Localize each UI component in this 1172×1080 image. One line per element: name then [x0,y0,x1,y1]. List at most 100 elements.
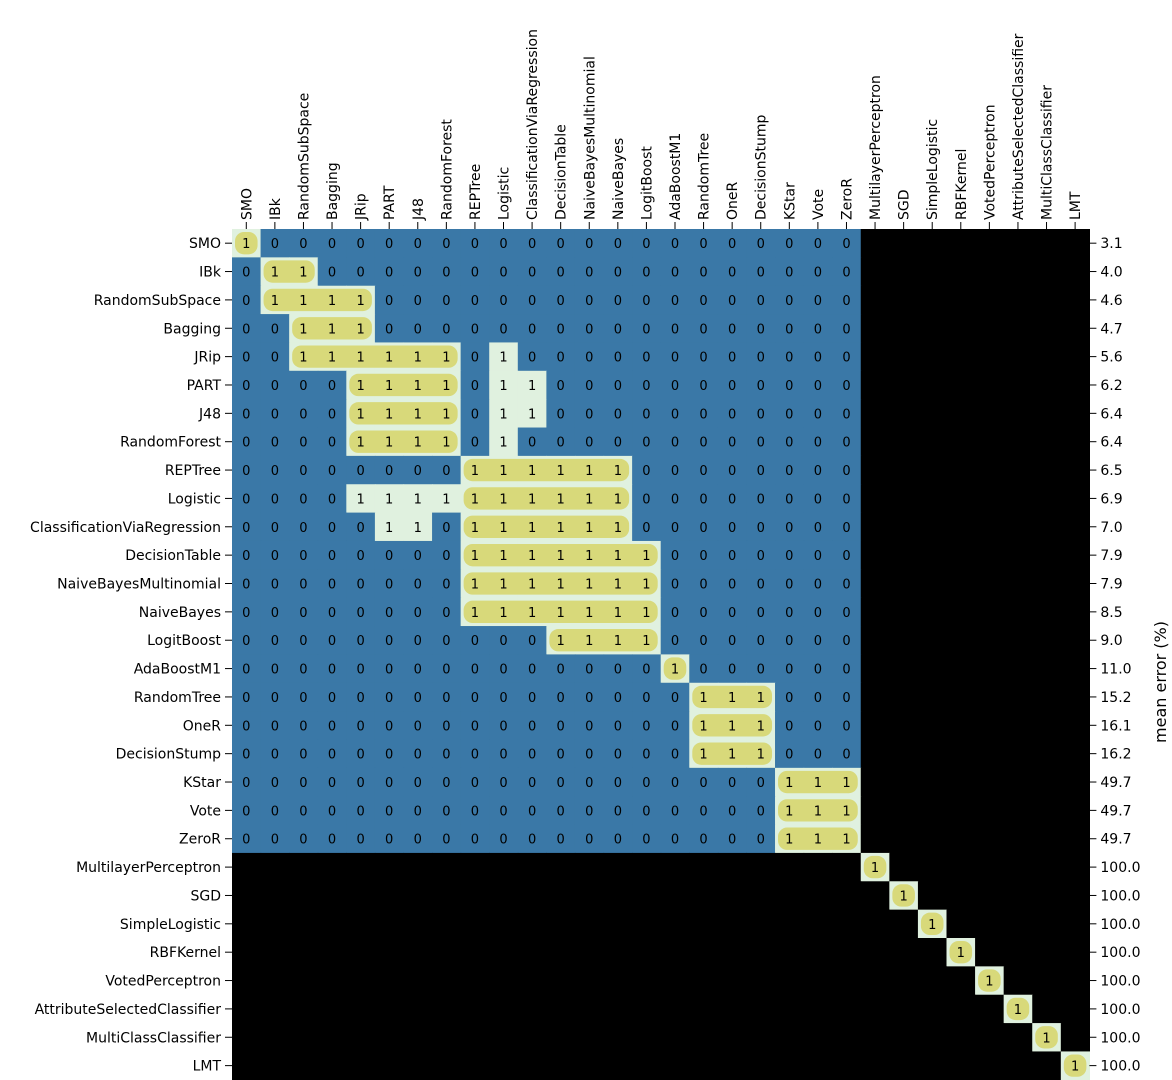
cell-value: 0 [757,379,765,394]
cell-value: -1 [954,889,967,904]
cell-value: -1 [240,1031,253,1046]
cell-value: 0 [671,691,679,706]
cell-value: -1 [1069,748,1082,763]
cell-value: -1 [554,889,567,904]
cell-value: -1 [1069,492,1082,507]
cluster-highlight [292,317,372,340]
row-label: ZeroR [179,832,221,848]
cell-value: -1 [783,1003,796,1018]
mean-error-value: 100.0 [1100,1059,1140,1075]
heatmap-cell [1003,1051,1033,1080]
heatmap-cell [374,711,405,741]
heatmap-cell [1003,540,1033,570]
row-label: RBFKernel [150,945,221,961]
heatmap-cell [746,257,776,287]
heatmap-cell [746,399,776,429]
cell-value: 0 [442,606,450,621]
mean-error-value: 7.9 [1100,548,1122,564]
cell-value: -1 [354,1003,367,1018]
heatmap-cell [1060,342,1090,372]
cell-value: -1 [1069,663,1082,678]
heatmap-cell [289,682,319,712]
heatmap-cell [374,682,405,712]
heatmap-cell [489,314,519,344]
heatmap-cell [975,824,1005,854]
heatmap-cell [603,739,633,769]
cell-value: 0 [299,521,307,536]
cell-value: 1 [499,549,507,564]
cell-value: -1 [326,946,339,961]
cell-value: -1 [983,351,996,366]
heatmap-cell [1060,399,1090,429]
heatmap-cell [660,229,690,258]
cell-value: 0 [814,436,822,451]
cell-value: 0 [728,776,736,791]
cell-value: -1 [954,776,967,791]
heatmap-cell [746,1051,776,1080]
heatmap-cell [289,229,319,258]
cell-value: -1 [268,861,281,876]
cell-value: -1 [954,975,967,990]
heatmap-cell [832,909,862,939]
cell-value: -1 [954,1003,967,1018]
heatmap-cell [574,909,605,939]
heatmap-cell [489,342,519,372]
heatmap-cell [432,314,462,344]
heatmap-cell [717,342,748,372]
cluster-highlight [463,458,630,482]
heatmap-cell [689,966,719,996]
cell-value: 0 [757,663,765,678]
cell-value: 0 [814,663,822,678]
cell-value: 0 [642,521,650,536]
heatmap-cell [860,512,890,542]
heatmap-cell [232,540,262,570]
cell-value: -1 [783,861,796,876]
heatmap-cell [775,314,805,344]
cell-value: 0 [842,748,850,763]
heatmap-cell [546,938,576,967]
cell-value: -1 [611,889,624,904]
mean-error-value: 9.0 [1100,633,1122,649]
heatmap-cell [946,370,976,400]
heatmap-cell [403,285,433,315]
heatmap-cell [889,909,919,939]
heatmap-cell [574,824,605,854]
cell-value: 0 [642,691,650,706]
cell-value: -1 [926,889,939,904]
cluster-highlight [463,543,658,567]
row-label: Vote [190,803,221,819]
cell-value: 0 [328,521,336,536]
cell-value: 0 [328,492,336,507]
cell-value: 0 [242,719,250,734]
row-label: DecisionTable [125,548,221,564]
heatmap-cell [603,1051,633,1080]
cell-value: -1 [1069,379,1082,394]
heatmap-cell [403,455,433,485]
cell-value: -1 [411,946,424,961]
cell-value: -1 [983,663,996,678]
heatmap-cell [260,767,290,797]
heatmap-cell [832,455,862,485]
heatmap-cell [432,938,462,967]
heatmap-cell [546,711,576,741]
cell-value: -1 [726,975,739,990]
heatmap-cell [689,455,719,485]
cell-value: -1 [983,833,996,848]
heatmap-cell [917,455,948,485]
heatmap-cell [832,938,862,967]
heatmap-cell [917,1023,948,1053]
heatmap-cell [574,682,605,712]
cell-value: -1 [926,634,939,649]
cell-value: 0 [557,776,565,791]
cell-value: -1 [726,1003,739,1018]
heatmap-cell [775,682,805,712]
heatmap-cell [489,1023,519,1053]
cell-value: -1 [497,975,510,990]
heatmap-cell [889,796,919,826]
heatmap-cell [432,682,462,712]
cell-value: -1 [869,521,882,536]
cell-value: 0 [271,549,279,564]
heatmap-cell [717,229,748,258]
cluster-highlight [978,969,1001,992]
cell-value: -1 [440,975,453,990]
